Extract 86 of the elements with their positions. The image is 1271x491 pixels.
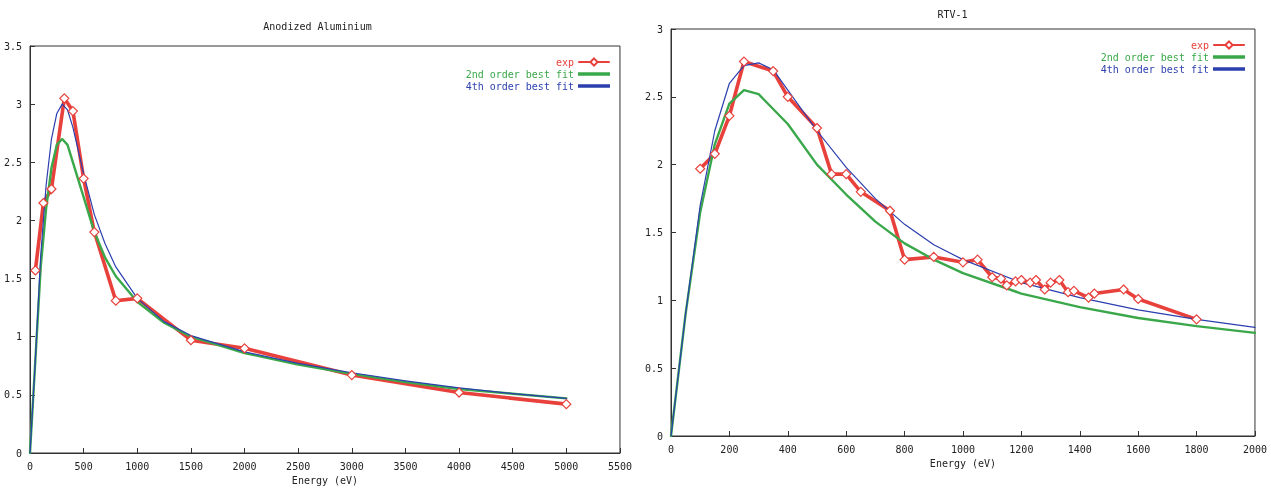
point xyxy=(78,173,89,184)
y-tick-label: 1.5 xyxy=(3,273,22,285)
x-tick-label: 1500 xyxy=(178,460,203,472)
x-tick-label: 3000 xyxy=(339,460,364,472)
x-tick-label: 0 xyxy=(26,460,34,472)
x-tick-label: 200 xyxy=(720,443,739,455)
point xyxy=(1016,274,1027,286)
x-tick-label: 2500 xyxy=(286,460,311,472)
x-tick-label: 5500 xyxy=(607,460,633,472)
point xyxy=(1133,293,1144,305)
point xyxy=(928,251,939,263)
y-tick-label: 1 xyxy=(656,294,663,306)
legend-label: exp xyxy=(1190,39,1209,51)
point xyxy=(110,295,121,306)
point xyxy=(30,265,41,276)
point xyxy=(1083,292,1094,303)
x-tick-label: 1400 xyxy=(1067,443,1092,455)
chart-title: RTV-1 xyxy=(937,8,968,20)
y-tick-label: 2.5 xyxy=(3,156,22,168)
point xyxy=(972,254,983,265)
x-tick-label: 1000 xyxy=(950,443,976,455)
y-tick-label: 3 xyxy=(15,98,22,110)
point xyxy=(724,110,735,121)
x-tick-label: 5000 xyxy=(554,460,579,472)
chart-title: Anodized Aluminium xyxy=(263,20,372,32)
point xyxy=(855,186,866,197)
y-tick-label: 0 xyxy=(656,430,663,442)
x-tick-label: 0 xyxy=(667,443,675,455)
x-tick-label: 1800 xyxy=(1184,443,1209,455)
x-axis-title: Energy (eV) xyxy=(291,475,359,487)
point xyxy=(89,226,100,238)
point xyxy=(768,65,779,77)
point xyxy=(811,122,823,134)
point xyxy=(899,254,910,265)
x-tick-label: 800 xyxy=(895,443,914,455)
x-tick-label: 3500 xyxy=(393,460,418,472)
point xyxy=(1118,284,1129,295)
x-tick-label: 4000 xyxy=(447,460,472,472)
point xyxy=(1030,274,1042,286)
legend-label: 4th order best fit xyxy=(1100,63,1209,75)
y-tick-label: 1.5 xyxy=(644,227,663,238)
point xyxy=(987,272,998,283)
point xyxy=(709,148,720,159)
legend-label: exp xyxy=(555,56,574,68)
point xyxy=(695,163,706,174)
x-tick-label: 1200 xyxy=(1009,443,1034,455)
y-tick-label: 2.5 xyxy=(644,91,663,103)
point xyxy=(995,273,1007,284)
x-tick-label: 1600 xyxy=(1126,443,1151,455)
legend-label: 4th order best fit xyxy=(465,80,574,92)
x-tick-label: 400 xyxy=(778,443,797,455)
y-tick-label: 0.5 xyxy=(3,389,22,401)
x-tick-label: 500 xyxy=(74,460,93,472)
point xyxy=(185,335,196,346)
point xyxy=(1089,288,1100,299)
x-tick-label: 1000 xyxy=(125,460,150,472)
point xyxy=(38,197,49,209)
point xyxy=(841,169,852,180)
point xyxy=(1039,284,1050,295)
x-tick-label: 2000 xyxy=(1242,443,1268,455)
point xyxy=(561,399,572,410)
point xyxy=(67,106,79,117)
point xyxy=(957,257,969,268)
point xyxy=(1191,314,1202,325)
x-tick-label: 600 xyxy=(837,443,856,455)
legend-label: 2nd order best fit xyxy=(465,68,574,80)
y-tick-label: 2 xyxy=(656,159,663,171)
point xyxy=(1068,285,1080,296)
y-tick-label: 2 xyxy=(15,214,22,226)
y-tick-label: 0.5 xyxy=(644,362,663,374)
legend-label: 2nd order best fit xyxy=(1100,51,1209,63)
y-tick-label: 3 xyxy=(656,23,663,35)
point xyxy=(1054,274,1065,286)
point xyxy=(346,369,357,381)
x-tick-label: 4500 xyxy=(500,460,525,472)
x-axis-title: Energy (eV) xyxy=(929,458,997,470)
point xyxy=(884,205,896,216)
point xyxy=(1045,277,1056,288)
point xyxy=(782,91,793,102)
point xyxy=(826,169,837,180)
point xyxy=(132,293,143,304)
point xyxy=(239,343,250,354)
x-tick-label: 2000 xyxy=(232,460,257,472)
y-tick-label: 1 xyxy=(15,331,22,343)
point xyxy=(1001,280,1012,291)
y-tick-label: 3.5 xyxy=(3,40,22,52)
